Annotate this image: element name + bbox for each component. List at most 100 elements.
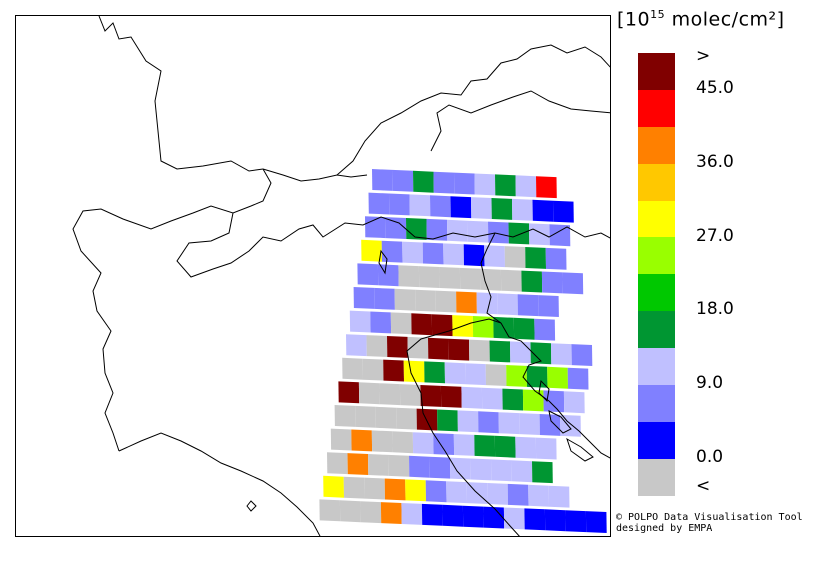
swath-pixel	[416, 408, 438, 431]
country-borders	[72, 16, 610, 536]
swath-pixel	[412, 432, 434, 455]
swath-pixel	[484, 245, 505, 268]
legend-swatch	[638, 89, 675, 127]
swath-pixel	[448, 338, 470, 361]
swath-pixel	[539, 414, 561, 436]
swath-pixel	[431, 314, 453, 337]
swath-pixel	[443, 243, 464, 266]
swath-pixel	[512, 198, 533, 221]
swath-pixel	[334, 405, 356, 427]
swath-pixel	[353, 287, 375, 309]
swath-pixel	[394, 288, 416, 311]
swath-pixel	[433, 171, 455, 194]
swath-pixel	[435, 290, 457, 313]
swath-pixel	[483, 506, 505, 529]
swath-pixel	[338, 381, 360, 404]
swath-pixel	[571, 344, 593, 366]
swath-pixel	[480, 268, 502, 291]
legend-swatch	[638, 200, 675, 238]
swath-pixel	[506, 365, 527, 387]
swath-pixel	[536, 176, 557, 199]
island-elba	[246, 500, 257, 512]
swath-pixel	[392, 431, 414, 454]
swath-pixel	[355, 405, 376, 428]
swath-pixel	[398, 265, 420, 288]
swath-pixel	[381, 240, 403, 263]
swath-pixel	[489, 340, 511, 363]
swath-pixel	[488, 221, 509, 244]
swath-pixel	[415, 289, 436, 312]
swath-pixel	[413, 170, 434, 193]
swath-pixel	[511, 460, 533, 483]
legend-label: 9.0	[696, 373, 724, 393]
swath-pixel	[481, 387, 503, 410]
swath-pixel	[370, 311, 392, 334]
swath-pixel	[470, 458, 492, 481]
swath-pixel	[323, 475, 344, 498]
swath-pixel	[429, 456, 451, 479]
swath-pixel	[497, 293, 518, 316]
swath-pixel	[424, 361, 445, 384]
swath-pixel	[491, 198, 513, 220]
swath-pixel	[457, 410, 479, 433]
legend-label: >	[696, 46, 711, 66]
swath-pixel	[389, 193, 410, 216]
swath-pixel	[425, 480, 447, 503]
legend-swatch	[638, 385, 675, 422]
swath-pixel	[388, 454, 410, 477]
border-austria-east	[430, 90, 610, 152]
credit-text: © POLPO Data Visualisation Tool designed…	[616, 512, 803, 534]
island-croatia-3	[538, 379, 550, 403]
swath-pixel	[459, 267, 481, 290]
swath-pixel	[453, 434, 475, 456]
swath-pixel	[351, 429, 373, 452]
island-croatia-2	[566, 437, 594, 462]
legend-label: 36.0	[696, 152, 734, 172]
swath-pixel	[418, 266, 440, 288]
swath-pixel	[503, 507, 525, 530]
swath-pixel	[403, 360, 425, 383]
swath-pixel	[465, 363, 486, 386]
swath-pixel	[374, 287, 395, 310]
swath-pixel	[535, 437, 557, 460]
swath-pixel	[330, 428, 352, 451]
swath-pixel	[454, 172, 475, 195]
swath-pixel	[440, 385, 462, 408]
swath-pixel	[377, 264, 399, 287]
swath-pixel	[442, 504, 464, 527]
legend-swatch	[638, 311, 675, 349]
swath-pixel	[343, 476, 365, 499]
swath-pixel	[519, 413, 540, 435]
swath-pixel	[502, 388, 524, 411]
swath-pixel	[399, 384, 421, 406]
swath-pixel	[485, 364, 507, 386]
swath-pixel	[494, 435, 516, 458]
border-italy-slovenia	[480, 232, 502, 324]
swath-pixel	[530, 342, 552, 365]
swath-pixel	[495, 174, 516, 197]
swath-pixel	[384, 478, 406, 501]
swath-pixel	[437, 409, 458, 432]
swath-pixel	[375, 406, 397, 429]
border-alps-italy	[176, 212, 610, 278]
swath-pixel	[461, 386, 483, 409]
swath-pixel	[467, 220, 489, 243]
swath-pixel	[515, 436, 537, 459]
swath-pixel	[528, 484, 549, 507]
swath-pixel	[491, 459, 512, 482]
swath-pixel	[407, 336, 429, 359]
swath-pixel	[406, 218, 427, 240]
swath-pixel	[474, 173, 496, 196]
swath-pixel	[560, 414, 581, 437]
swath-pixel	[478, 411, 499, 434]
swath-pixel	[504, 246, 526, 268]
swath-pixel	[390, 312, 412, 335]
swath-pixel	[360, 501, 382, 524]
credit-line-2: designed by EMPA	[616, 523, 713, 534]
swath-pixel	[549, 224, 571, 247]
legend-swatch	[638, 458, 675, 496]
swath-pixel	[401, 503, 423, 525]
swath-pixel	[346, 334, 367, 357]
map-panel	[15, 15, 611, 537]
swath-pixel	[421, 503, 443, 526]
